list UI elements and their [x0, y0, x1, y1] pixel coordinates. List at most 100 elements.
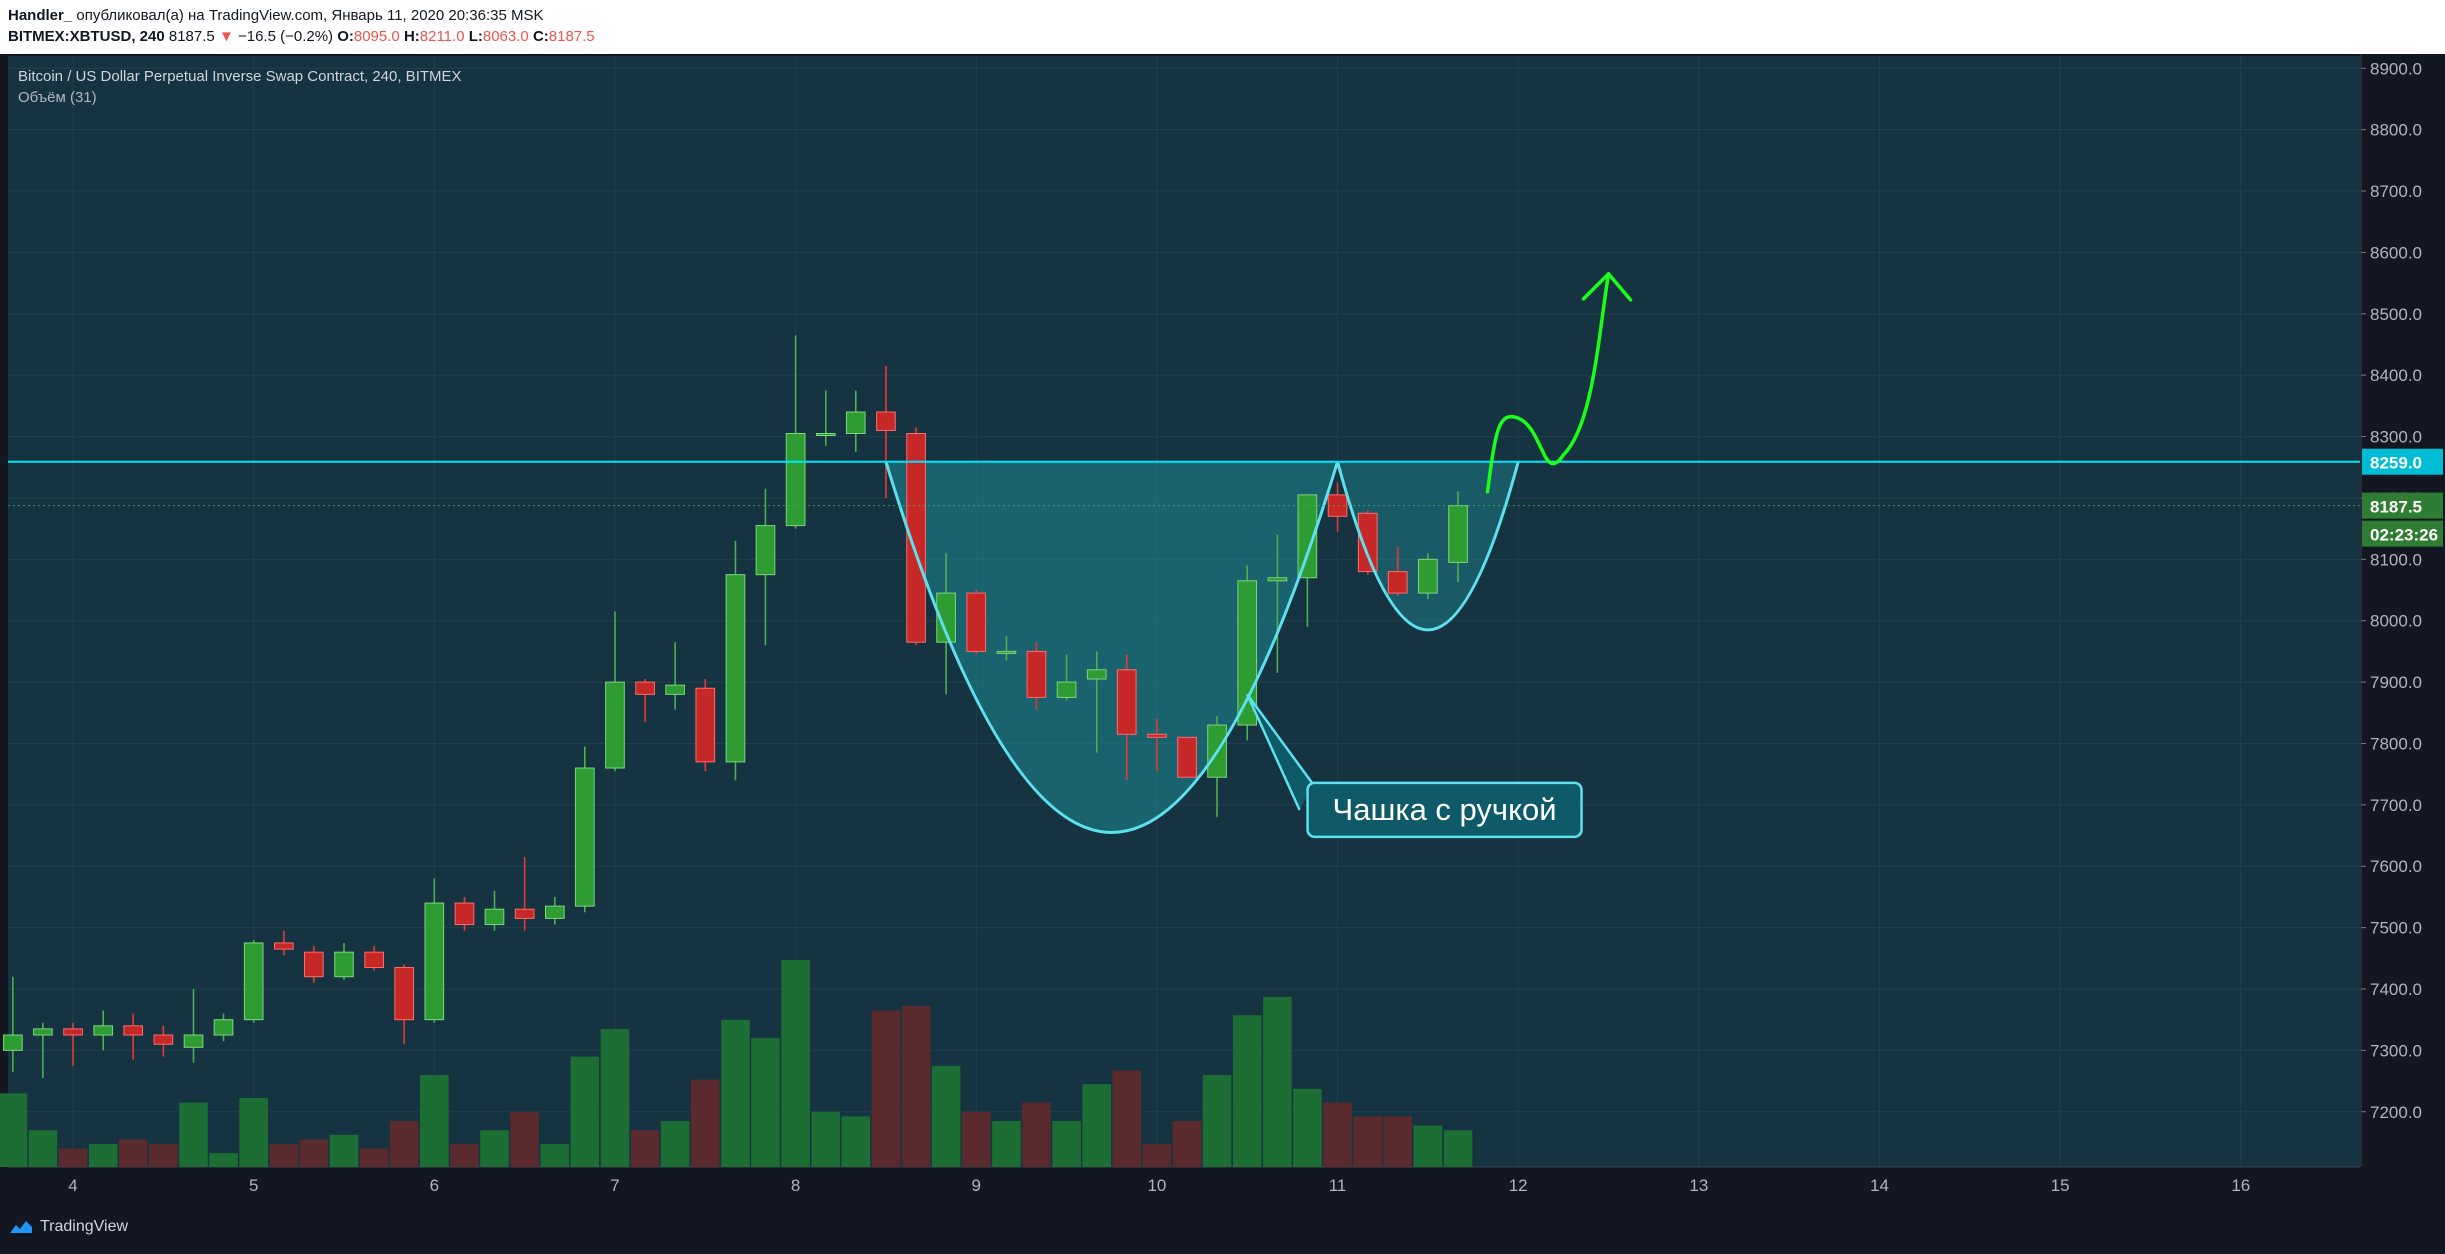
candle-body — [274, 942, 294, 950]
y-tick-label: 7500.0 — [2370, 919, 2422, 938]
volume-bar — [1413, 1125, 1443, 1167]
volume-bar — [992, 1121, 1021, 1167]
candle — [484, 890, 505, 931]
candle — [665, 642, 685, 710]
price-axis-panel — [2362, 54, 2445, 1167]
y-tick-label: 7400.0 — [2370, 980, 2422, 999]
candle — [364, 946, 385, 971]
tradingview-logo-icon — [10, 1221, 32, 1233]
volume-bar — [450, 1144, 479, 1167]
volume-bar — [690, 1079, 720, 1167]
candle — [1387, 547, 1408, 597]
candle — [514, 857, 535, 931]
candle-body — [1297, 494, 1318, 579]
volume-bar — [570, 1056, 600, 1167]
y-tick-label: 7300.0 — [2370, 1041, 2422, 1060]
chart-frame: 8900.0 8800.0 8700.0 8600.0 8500.0 8400.0 8300… — [0, 54, 2445, 1254]
candle — [303, 946, 324, 983]
volume-bar — [600, 1029, 630, 1167]
low-value: 8063.0 — [482, 28, 529, 45]
candle-body — [966, 592, 987, 652]
volume-bar — [1022, 1102, 1051, 1167]
volume-bar — [871, 1010, 901, 1167]
candle-body — [63, 1028, 83, 1036]
candle-body — [996, 650, 1017, 654]
candle-body — [1147, 733, 1167, 738]
x-tick-label: 10 — [1147, 1176, 1166, 1195]
candle-body — [695, 687, 716, 763]
volume-bar — [359, 1148, 389, 1167]
candle — [1357, 510, 1378, 575]
publish-info: опубликовал(а) на TradingView.com, Январ… — [76, 7, 544, 24]
candle — [725, 540, 746, 781]
x-tick-label: 8 — [791, 1176, 800, 1195]
candle — [454, 896, 475, 931]
candle — [785, 335, 806, 529]
x-tick-label: 7 — [610, 1176, 619, 1195]
y-tick-label: 8000.0 — [2370, 612, 2422, 631]
candle — [1026, 642, 1047, 710]
candle — [153, 1025, 174, 1057]
volume-bar — [961, 1111, 991, 1167]
candle — [33, 1022, 53, 1078]
close-value: 8187.5 — [548, 28, 595, 45]
candle — [3, 976, 23, 1072]
candle — [274, 930, 294, 956]
candle — [394, 964, 414, 1045]
last-price: 8187.5 — [168, 28, 215, 45]
y-tick-label: 7600.0 — [2370, 857, 2422, 876]
volume-bar — [239, 1098, 268, 1167]
candle-body — [484, 908, 505, 926]
candle-body — [1056, 681, 1077, 698]
candle — [695, 679, 716, 772]
candle-body — [815, 432, 836, 436]
volume-bar — [751, 1038, 780, 1167]
x-tick-label: 14 — [1870, 1176, 1889, 1195]
callout-text: Чашка с ручкой — [1333, 792, 1557, 827]
tradingview-branding[interactable]: TradingView — [8, 1218, 128, 1236]
candle — [243, 939, 264, 1023]
x-tick-label: 4 — [68, 1176, 77, 1195]
symbol-line: BITMEX:XBTUSD, 240 8187.5 ▼ −16.5 (−0.2%… — [8, 28, 595, 45]
cup-curve — [884, 461, 1339, 834]
price-change: −16.5 (−0.2%) — [237, 28, 334, 45]
volume-bar — [901, 1006, 931, 1167]
resistance-price-label-bg — [2362, 448, 2443, 475]
y-tick-label: 8700.0 — [2370, 182, 2422, 201]
volume-bar — [1293, 1088, 1322, 1167]
chart-plot[interactable]: 8900.0 8800.0 8700.0 8600.0 8500.0 8400.0 8300… — [0, 54, 2445, 1200]
y-tick-label: 7200.0 — [2370, 1103, 2422, 1122]
candle — [1086, 651, 1107, 753]
y-tick-label: 8600.0 — [2370, 243, 2422, 262]
open-value: 8095.0 — [353, 28, 400, 45]
publisher-name[interactable]: Handler_ — [8, 7, 73, 24]
candle-body — [514, 908, 535, 919]
volume-bar — [1232, 1015, 1262, 1167]
candle-body — [936, 592, 956, 643]
volume-bar — [630, 1130, 660, 1167]
low-label: L: — [468, 28, 483, 45]
candle — [1448, 491, 1468, 583]
volume-bar — [480, 1130, 509, 1167]
candle-body — [605, 681, 625, 769]
candle-body — [123, 1025, 144, 1036]
y-tick-label: 8100.0 — [2370, 550, 2422, 569]
volume-bar — [721, 1019, 750, 1167]
candle-body — [1267, 577, 1288, 582]
candle — [334, 942, 354, 980]
volume-bar — [420, 1075, 449, 1167]
volume-bar — [299, 1139, 329, 1167]
candle-body — [183, 1034, 204, 1048]
symbol-name: BITMEX:XBTUSD, 240 — [8, 28, 165, 45]
candle — [635, 679, 655, 722]
candle — [574, 746, 595, 913]
candle-body — [906, 432, 926, 643]
candle-body — [665, 684, 685, 695]
callout-pointer — [1246, 693, 1315, 811]
brand-name: TradingView — [40, 1218, 129, 1235]
candle-body — [3, 1034, 23, 1051]
volume-bar — [118, 1139, 148, 1167]
candle — [1116, 654, 1137, 781]
x-tick-label: 13 — [1689, 1176, 1708, 1195]
volume-bar — [1202, 1075, 1232, 1167]
